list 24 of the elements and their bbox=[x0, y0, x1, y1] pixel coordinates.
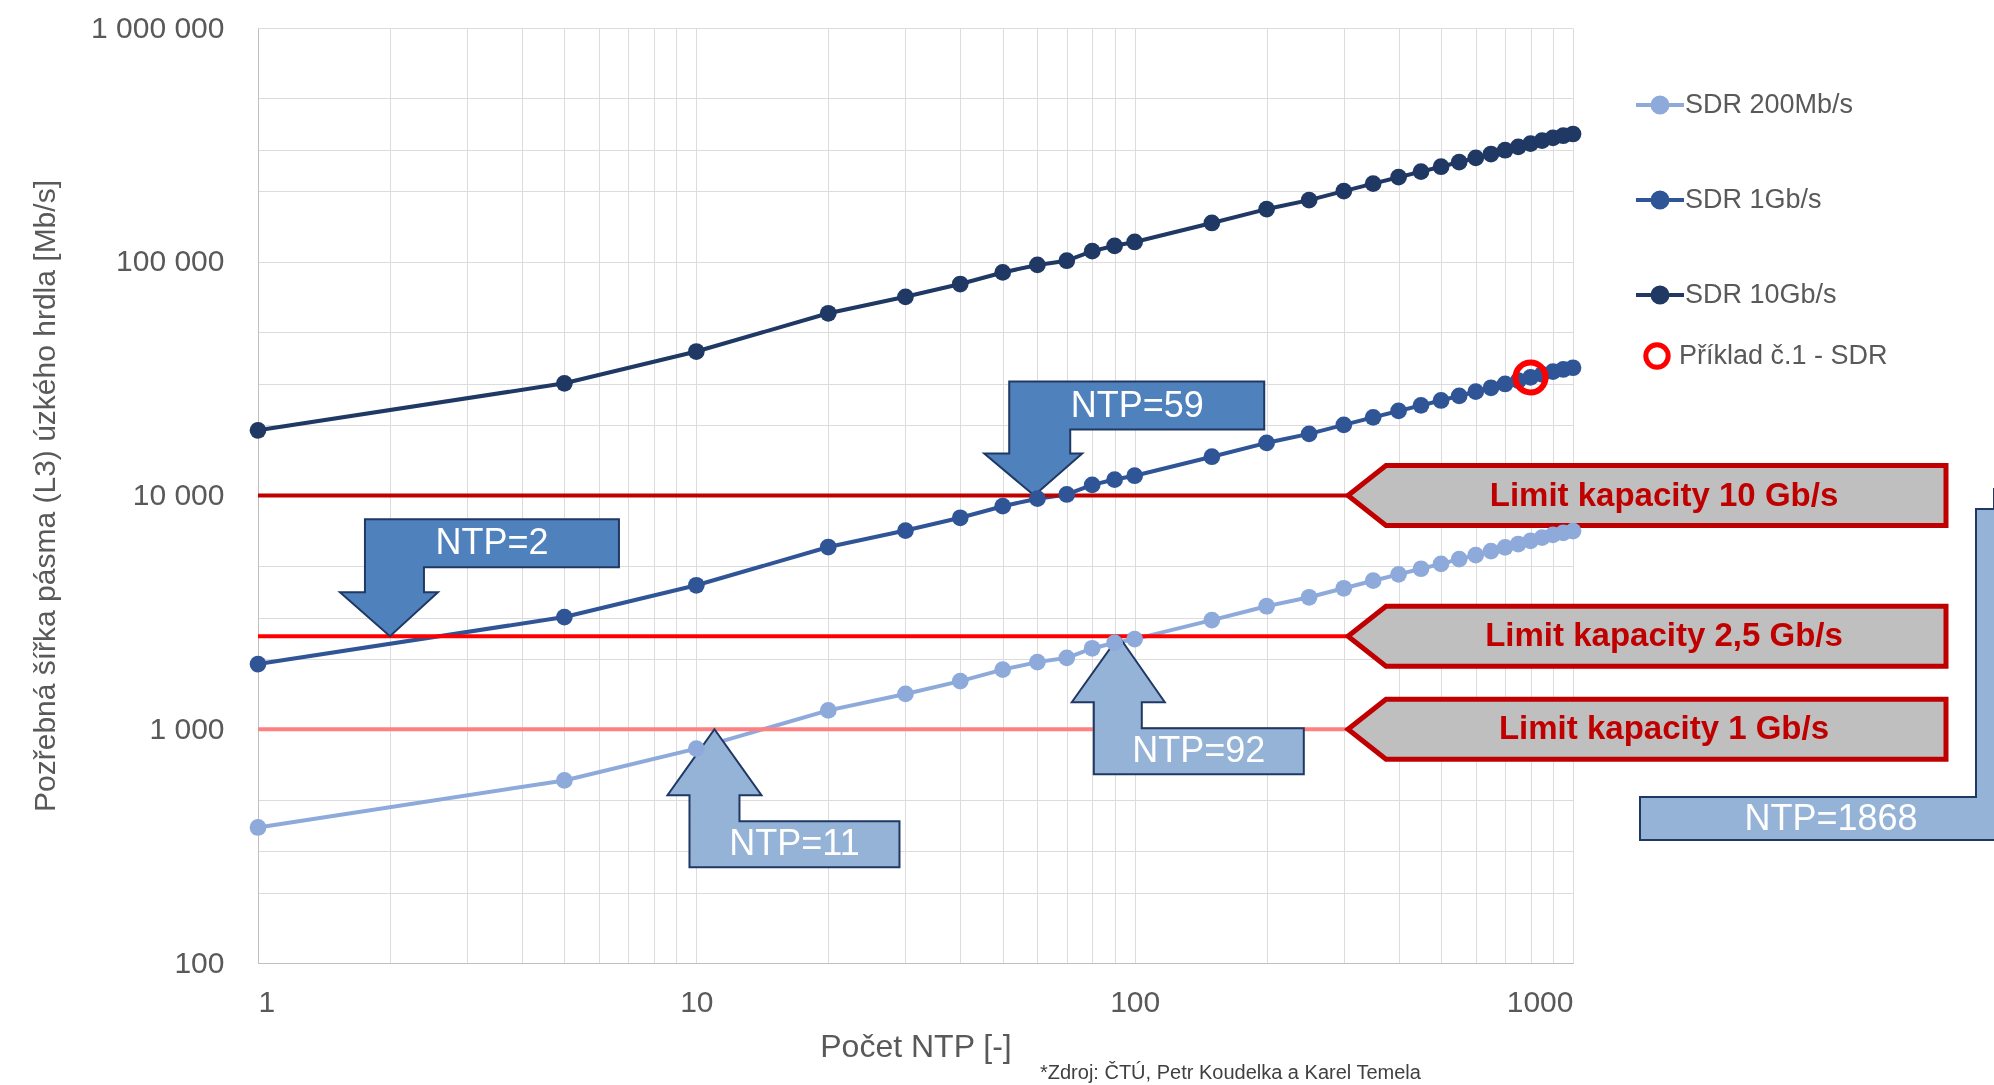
y-tick-label: 10 000 bbox=[132, 478, 225, 511]
ref-line-label: Limit kapacity 2,5 Gb/s bbox=[1485, 616, 1843, 654]
y-tick-label: 100 000 bbox=[116, 244, 225, 278]
annotation: NTP=92 bbox=[1132, 729, 1266, 771]
annotation: NTP=2 bbox=[435, 521, 549, 563]
x-tick-label: 1 bbox=[258, 984, 276, 1018]
legend-label: Příklad č.1 - SDR bbox=[1679, 340, 1888, 370]
text: NTP=1868 bbox=[1744, 797, 1918, 838]
x-tick-label: 10 bbox=[680, 984, 714, 1018]
legend-label: SDR 1Gb/s bbox=[1685, 184, 1822, 214]
y-axis-title: Pozřebná šířka pásma (L3) úzkého hrdla [Mb/s] bbox=[28, 180, 62, 812]
x-tick-label: 100 bbox=[1110, 984, 1161, 1018]
text: *Zdroj: ČTÚ, Petr Koudelka a Karel Temela bbox=[1040, 1061, 1422, 1083]
y-tick-label: 1 000 bbox=[149, 711, 225, 745]
annotation: NTP=11 bbox=[729, 822, 860, 864]
ref-line-label: Limit kapacity 1 Gb/s bbox=[1498, 709, 1830, 747]
legend-label: SDR 10Gb/s bbox=[1685, 279, 1837, 309]
ref-line-label: Limit kapacity 10 Gb/s bbox=[1489, 475, 1839, 513]
y-tick-label: 1 000 000 bbox=[91, 10, 225, 44]
y-tick-label: 100 bbox=[174, 945, 225, 979]
legend-label: SDR 200Mb/s bbox=[1685, 89, 1854, 119]
x-tick-label: 1000 bbox=[1506, 984, 1574, 1018]
annotation: NTP=59 bbox=[1070, 383, 1204, 425]
x-axis-title: Počet NTP [-] bbox=[820, 1027, 1012, 1064]
